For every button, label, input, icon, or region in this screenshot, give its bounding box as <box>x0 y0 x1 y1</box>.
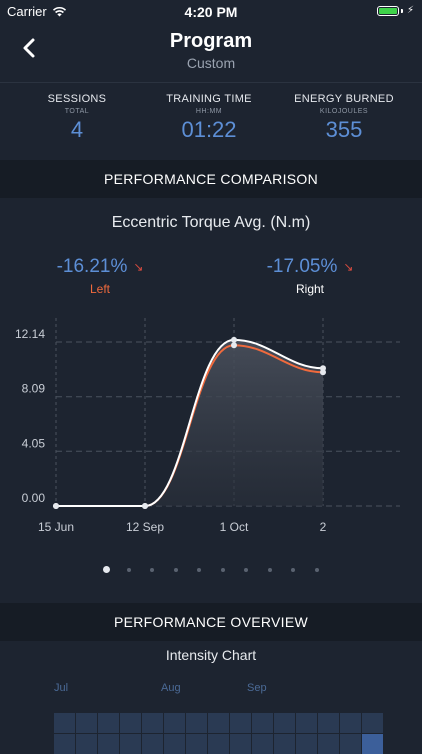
heatmap-cell <box>318 734 339 754</box>
stat-sessions: SESSIONS TOTAL 4 <box>7 93 147 143</box>
page-dot[interactable] <box>197 568 201 572</box>
stat-training-time: TRAINING TIME HH:MM 01:22 <box>139 93 279 143</box>
status-left: Carrier <box>7 4 67 19</box>
stat-label: TRAINING TIME <box>166 93 252 105</box>
x-tick-label: 12 Sep <box>126 520 164 534</box>
stat-value: 01:22 <box>181 117 237 142</box>
page-dot[interactable] <box>244 568 248 572</box>
y-tick-label: 8.09 <box>22 382 46 396</box>
heatmap-cell <box>274 734 295 754</box>
heatmap-cell <box>252 734 273 754</box>
left-percent-change: -16.21% <box>56 256 128 277</box>
intensity-heatmap <box>54 713 383 754</box>
navigation-bar: Program Custom <box>0 22 422 82</box>
month-label: Sep <box>247 682 267 694</box>
heatmap-cell <box>296 734 317 754</box>
month-label: Aug <box>161 682 181 694</box>
x-tick-label: 15 Jun <box>38 520 74 534</box>
section-header-performance-overview: PERFORMANCE OVERVIEW <box>0 603 422 641</box>
intensity-chart-title: Intensity Chart <box>165 647 257 663</box>
heatmap-cell <box>76 734 97 754</box>
x-tick-label: 2 <box>320 520 327 534</box>
summary-stats: SESSIONS TOTAL 4 TRAINING TIME HH:MM 01:… <box>0 82 422 161</box>
page-dot[interactable] <box>173 568 178 572</box>
heatmap-cell <box>164 734 185 754</box>
stat-sublabel: TOTAL <box>64 108 90 115</box>
right-label: Right <box>295 282 324 296</box>
stat-value: 355 <box>325 117 363 142</box>
page-dot[interactable] <box>314 568 319 572</box>
heatmap-cell <box>54 734 75 754</box>
heatmap-cell <box>340 713 361 733</box>
stat-value: 4 <box>70 117 84 142</box>
heatmap-cell <box>120 713 141 733</box>
month-label: Jul <box>54 682 69 694</box>
x-tick-label: 1 Oct <box>220 520 249 534</box>
heatmap-cell <box>142 734 163 754</box>
chart-title: Eccentric Torque Avg. (N.m) <box>111 214 311 231</box>
heatmap-cell <box>54 713 75 733</box>
heatmap-cell <box>362 713 383 733</box>
left-comparison: -16.21% ↘ Left <box>20 256 180 296</box>
data-point-left <box>231 342 237 349</box>
heatmap-cell <box>296 713 317 733</box>
heatmap-cell <box>340 734 361 754</box>
left-label: Left <box>89 282 110 296</box>
right-percent-change: -17.05% <box>266 256 338 277</box>
heatmap-cell <box>142 713 163 733</box>
eccentric-torque-chart[interactable]: 12.14 8.09 4.05 0.00 15 Jun 12 Sep 1 Oct 2 <box>0 318 422 543</box>
heatmap-cell <box>230 734 251 754</box>
data-point-right <box>53 503 59 509</box>
heatmap-cell <box>274 713 295 733</box>
back-chevron-icon[interactable] <box>18 36 42 60</box>
page-dot[interactable] <box>150 568 154 572</box>
heatmap-cell <box>98 713 119 733</box>
series-line-right <box>56 338 324 507</box>
status-bar: Carrier 4:20 PM ⚡ <box>0 0 422 22</box>
section-header-performance-comparison: PERFORMANCE COMPARISON <box>0 160 422 198</box>
page-dot[interactable] <box>291 568 295 572</box>
stat-label: ENERGY BURNED <box>294 93 394 105</box>
status-time: 4:20 PM <box>184 4 238 20</box>
trend-down-icon: ↘ <box>133 260 144 274</box>
page-dot[interactable] <box>220 568 225 572</box>
page-dot[interactable] <box>267 568 272 572</box>
heatmap-cell <box>186 734 207 754</box>
y-tick-label: 12.14 <box>15 327 45 341</box>
right-comparison: -17.05% ↘ Right <box>230 256 390 296</box>
data-point-right <box>320 365 326 372</box>
page-subtitle: Custom <box>186 55 236 71</box>
wifi-icon <box>52 6 66 17</box>
heatmap-cell <box>186 713 207 733</box>
battery-icon: ⚡ <box>376 5 414 16</box>
y-tick-label: 0.00 <box>22 491 46 505</box>
heatmap-cell <box>164 713 185 733</box>
page-dot[interactable] <box>126 568 131 572</box>
stat-sublabel: HH:MM <box>195 108 223 115</box>
stat-sublabel: KILOJOULES <box>319 108 369 115</box>
heatmap-cell <box>230 713 251 733</box>
page-dot[interactable] <box>103 566 110 573</box>
carrier-label: Carrier <box>7 4 47 19</box>
stat-label: SESSIONS <box>47 93 107 105</box>
heatmap-cell <box>252 713 273 733</box>
heatmap-cell <box>208 713 229 733</box>
y-tick-label: 4.05 <box>22 436 46 450</box>
charging-bolt-icon: ⚡ <box>406 5 414 16</box>
heatmap-cell <box>76 713 97 733</box>
page-title: Program <box>169 30 253 52</box>
data-point-right <box>142 503 148 509</box>
heatmap-cell <box>208 734 229 754</box>
heatmap-cell <box>362 734 383 754</box>
stat-energy-burned: ENERGY BURNED KILOJOULES 355 <box>274 93 414 143</box>
page-indicator[interactable] <box>0 565 422 575</box>
heatmap-cell <box>318 713 339 733</box>
data-point-right <box>231 336 237 343</box>
heatmap-cell <box>98 734 119 754</box>
trend-down-icon: ↘ <box>343 260 354 274</box>
heatmap-cell <box>120 734 141 754</box>
